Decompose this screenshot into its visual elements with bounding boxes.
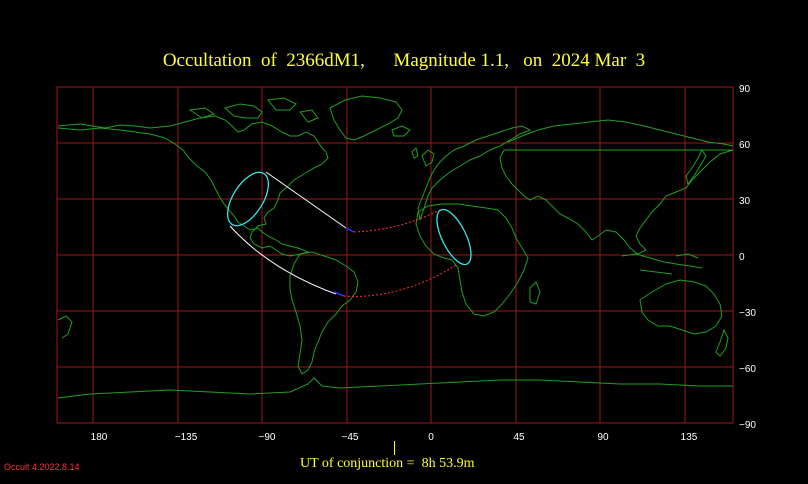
latitude-axis: 90 60 30 0 −30 −60 −90 (739, 84, 756, 431)
lat-tick-label: 0 (739, 252, 745, 263)
coastline-north-america (57, 115, 329, 257)
coastline-iceland (391, 125, 411, 137)
coastline-madagascar (529, 281, 541, 305)
occultation-path (226, 171, 472, 297)
coastline-europe (417, 125, 532, 221)
conjunction-tick (394, 441, 395, 455)
coastline-greenland (329, 95, 403, 141)
lat-tick-label: 90 (739, 84, 751, 95)
coastlines (57, 95, 734, 399)
path-south-limit-twilight (333, 291, 345, 297)
path-north-limit-twilight (345, 227, 355, 233)
path-north-limit-night (353, 209, 441, 233)
lat-tick-label: −90 (739, 420, 756, 431)
lon-tick-label: 90 (597, 432, 609, 443)
lon-tick-label: −135 (175, 432, 198, 443)
coastline-ireland-uk (411, 147, 435, 167)
lon-tick-label: −90 (259, 432, 276, 443)
longitude-axis: 180 −135 −90 −45 0 45 90 135 (91, 432, 698, 443)
lat-tick-label: 30 (739, 196, 751, 207)
lat-tick-label: −30 (739, 308, 756, 319)
coastline-new-zealand (57, 315, 729, 357)
limit-ellipse-east (436, 208, 472, 266)
coastline-japan (685, 149, 707, 186)
lon-tick-label: 135 (681, 432, 698, 443)
path-south-limit-day (229, 225, 337, 295)
lat-tick-label: −60 (739, 364, 756, 375)
lon-tick-label: −45 (342, 432, 359, 443)
conjunction-time-label: UT of conjunction = 8h 53.9m (300, 456, 475, 471)
limit-ellipse-west (226, 171, 270, 227)
path-north-limit-day (265, 171, 347, 229)
coastline-south-america (289, 251, 359, 375)
coastline-arctic-islands (188, 97, 319, 123)
coastline-antarctica (57, 377, 733, 399)
lon-tick-label: 45 (513, 432, 525, 443)
coastline-indonesia (621, 253, 703, 275)
lon-tick-label: 0 (428, 432, 434, 443)
coastline-australia (639, 279, 723, 335)
path-south-limit-night (343, 263, 459, 297)
coastline-africa (415, 203, 529, 317)
version-label: Occult 4.2022.8.14 (4, 462, 80, 472)
lon-tick-label: 180 (91, 432, 108, 443)
page-title: Occultation of 2366dM1, Magnitude 1.1, o… (162, 50, 646, 71)
coastline-asia (499, 119, 734, 255)
lat-tick-label: 60 (739, 140, 751, 151)
